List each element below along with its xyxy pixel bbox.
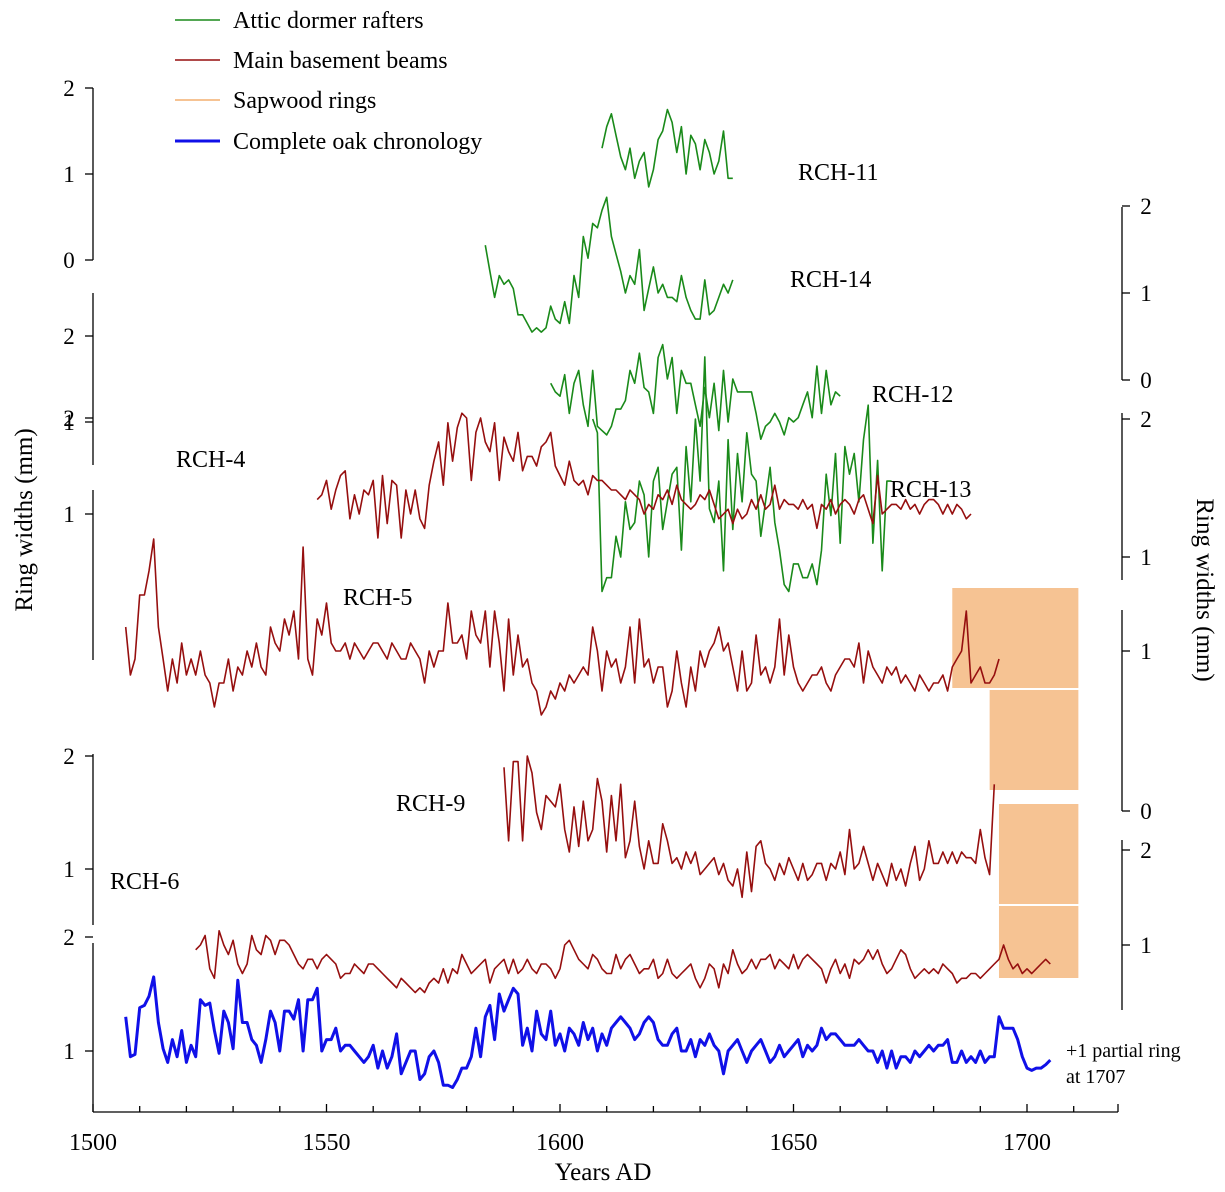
sapwood-box-rch-5 [952,588,1079,688]
y-tick-label: 2 [63,324,75,349]
y-axis-rch-11: 0 1 2 [63,76,94,273]
legend-label: Sapwood rings [233,88,376,114]
series-line-rch-13 [591,356,892,593]
y-tick-label: 2 [1140,407,1152,432]
y-tick-label: 1 [1140,281,1152,306]
y-tick-label: 2 [1140,194,1152,219]
series-label-rch-6: RCH-6 [110,869,179,895]
series-label-rch-12: RCH-12 [872,382,953,408]
y-axis-label-left: Ring widths (mm) [11,428,38,611]
y-tick-label: 0 [1140,799,1152,824]
y-axis-rch-9: 12 [63,744,94,925]
y-axis-rch-6: 12 [1121,838,1152,1010]
series-label-rch-5: RCH-5 [343,585,412,611]
x-tick-label: 1550 [303,1130,351,1156]
sapwood-box-rch-9 [998,804,1079,904]
y-axis-complete-oak-chronology: 12 [63,925,94,1112]
y-tick-label: 1 [63,502,75,527]
y-tick-label: 2 [63,406,75,431]
series-line-rch-12 [549,343,841,441]
y-tick-label: 1 [1140,545,1152,570]
y-tick-label: 2 [63,744,75,769]
legend-label: Main basement beams [233,48,448,74]
sapwood-box-rch-4 [989,690,1079,790]
y-tick-label: 1 [1140,639,1152,664]
legend: Attic dormer rafters Main basement beams S… [175,8,482,155]
series-label-rch-13: RCH-13 [890,477,971,503]
y-axis-rch-4: 01 [1121,610,1152,824]
y-tick-label: 1 [63,1039,75,1064]
x-tick-label: 1500 [69,1130,117,1156]
y-tick-label: 1 [63,162,75,187]
y-tick-label: 1 [1140,933,1152,958]
y-tick-label: 2 [63,76,75,101]
series-line-rch-11 [601,108,733,188]
x-axis-label: Years AD [555,1159,652,1186]
series-line-rch-6 [195,929,1051,994]
x-tick-label: 1700 [1003,1130,1051,1156]
series-label-rch-4: RCH-4 [176,447,245,473]
series-label-rch-14: RCH-14 [790,267,871,293]
series-line-rch-14 [484,196,734,333]
y-axis-rch-5: 12 [63,406,94,660]
legend-label: Attic dormer rafters [233,8,424,34]
annotation-line1: +1 partial ring [1066,1040,1181,1062]
series-line-rch-4 [124,538,1000,716]
x-tick-label: 1600 [536,1130,584,1156]
y-axis-rch-13: 12 [1121,407,1152,580]
series-line-rch-5 [316,412,972,539]
y-tick-label: 0 [1140,368,1152,393]
y-tick-label: 1 [63,857,75,882]
y-axis-rch-12: 12 [63,293,94,465]
y-axis-rch-14: 0 1 2 [1121,194,1152,393]
legend-label: Complete oak chronology [233,129,482,155]
series-line-complete-oak-chronology [124,975,1052,1089]
y-tick-label: 1 [63,410,75,435]
series-label-rch-9: RCH-9 [396,791,465,817]
x-tick-label: 1650 [770,1130,818,1156]
y-axis-label-right: Ring widths (mm) [1191,498,1218,681]
annotation-line2: at 1707 [1066,1066,1125,1088]
y-tick-label: 0 [63,248,75,273]
series-label-rch-11: RCH-11 [798,160,878,186]
y-tick-label: 2 [63,925,75,950]
y-tick-label: 2 [1140,838,1152,863]
series-line-rch-9 [503,755,996,899]
